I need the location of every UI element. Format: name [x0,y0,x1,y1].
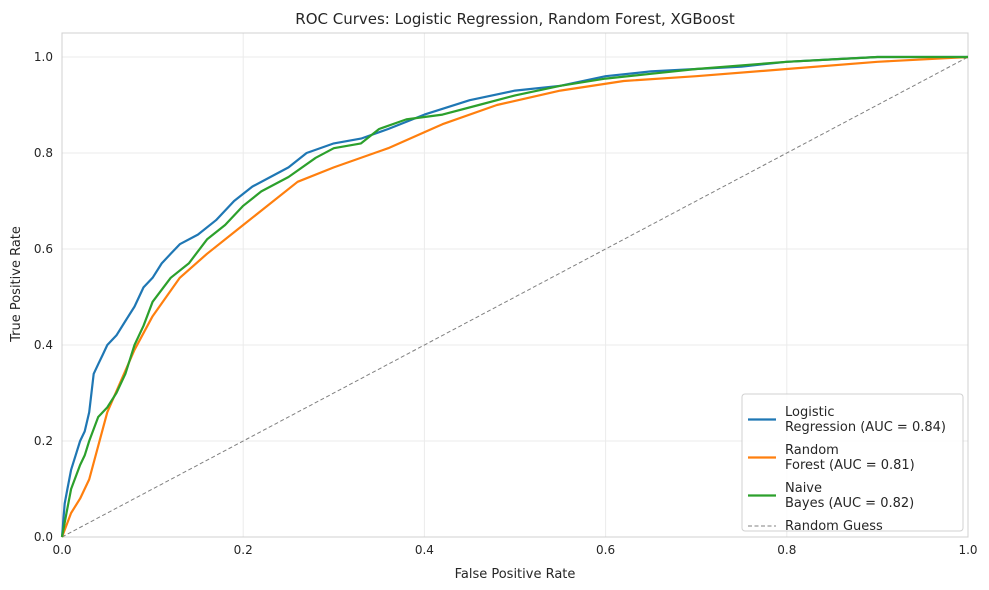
y-axis-label: True Positive Rate [9,226,24,343]
y-tick-label: 0.8 [34,146,53,160]
legend-label: Random [785,443,839,458]
x-tick-label: 0.0 [52,543,71,557]
series-line-naive-bayes [60,55,968,538]
x-tick-label: 0.6 [596,543,615,557]
x-tick-label: 0.2 [234,543,253,557]
legend-label: Regression (AUC = 0.84) [785,420,946,435]
legend-label: Random Guess [785,519,883,534]
y-tick-label: 0.2 [34,434,53,448]
y-tick-label: 0.0 [34,530,53,544]
legend-label: Bayes (AUC = 0.82) [785,496,914,511]
y-tick-label: 0.4 [34,338,53,352]
x-axis-label: False Positive Rate [455,567,576,582]
plot-frame [61,32,969,538]
legend-label: Forest (AUC = 0.81) [785,458,915,473]
y-tick-label: 0.6 [34,242,53,256]
plot-area: 0.0 0.2 0.4 0.6 0.8 1.0 0.0 0.2 0.4 0.6 0.8 1.0 Logi… [34,32,978,557]
x-tick-label: 1.0 [958,543,977,557]
series-line-random-guess [61,56,969,538]
legend-label: Logistic [785,405,834,420]
chart-title: ROC Curves: Logistic Regression, Random … [295,10,735,28]
x-tick-label: 0.8 [777,543,796,557]
legend-label: Naive [785,481,822,496]
series-line-random-forest [60,55,969,538]
y-tick-label: 1.0 [34,50,53,64]
legend-box [741,393,964,532]
series-line-logistic-regression [60,55,968,538]
x-tick-label: 0.4 [415,543,434,557]
